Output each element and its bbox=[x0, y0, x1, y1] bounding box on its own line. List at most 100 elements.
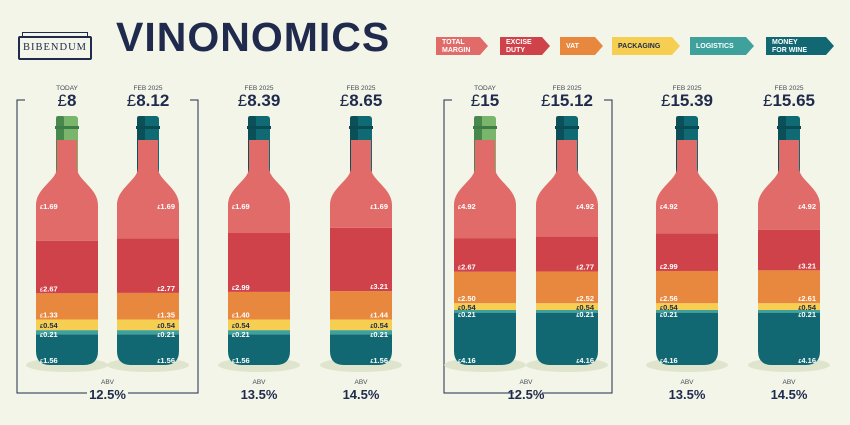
legend-label: TOTAL bbox=[442, 39, 465, 46]
bar-segment-total-margin bbox=[117, 140, 179, 239]
legend-label: LOGISTICS bbox=[696, 42, 734, 50]
bar-segment-money-for-wine bbox=[656, 312, 718, 365]
bottle-period-label: TODAY bbox=[474, 85, 496, 92]
bar-segment-excise-duty bbox=[656, 233, 718, 271]
bar-segment-excise-duty bbox=[758, 229, 820, 271]
data-label: £0.54 bbox=[458, 303, 476, 312]
legend-excise-duty: EXCISE DUTY bbox=[500, 37, 550, 55]
capsule-ring bbox=[247, 126, 271, 129]
bar-segment-excise-duty bbox=[228, 233, 290, 292]
capsule-ring bbox=[136, 126, 160, 129]
bar-segment-excise-duty bbox=[36, 240, 98, 294]
abv-value: 12.5% bbox=[89, 387, 126, 402]
bar-segment-vat bbox=[656, 270, 718, 304]
bottle-period-label: FEB 2025 bbox=[775, 85, 804, 92]
bar-segment-packaging bbox=[656, 303, 718, 310]
wine-bottle: £4.16 £0.21£0.54£2.50 £2.67 £4.92 TODAY£15 bbox=[444, 85, 526, 372]
data-label: £0.21 bbox=[157, 330, 175, 339]
bar-segment-vat bbox=[536, 271, 598, 304]
abv-value: 13.5% bbox=[669, 387, 706, 402]
bar-segment-excise-duty bbox=[117, 238, 179, 293]
bar-segment-logistics bbox=[758, 309, 820, 313]
brand-logo: BIBENDUM bbox=[18, 32, 92, 60]
data-label: £0.21 bbox=[458, 310, 476, 319]
abv-caption: ABV bbox=[101, 379, 115, 386]
wine-bottle: £4.16 £0.21£0.54£2.56 £2.99 £4.92 FEB 2025£1… bbox=[646, 85, 728, 372]
bottle-price: £8.12 bbox=[127, 91, 170, 110]
bottle-price: £15.12 bbox=[541, 91, 593, 110]
bar-segment-excise-duty bbox=[454, 238, 516, 272]
abv-value: 13.5% bbox=[241, 387, 278, 402]
bar-segment-vat bbox=[36, 293, 98, 320]
data-label: £0.54 bbox=[157, 321, 175, 330]
bottle-price: £15.65 bbox=[763, 91, 815, 110]
bottle-price: £15.39 bbox=[661, 91, 713, 110]
data-label: £2.67 bbox=[40, 284, 58, 293]
capsule-ring bbox=[675, 126, 699, 129]
bar-segment-vat bbox=[330, 291, 392, 320]
legend-logistics: LOGISTICS bbox=[690, 37, 754, 55]
bar-segment-money-for-wine bbox=[330, 334, 392, 365]
group-bracket-right bbox=[542, 99, 613, 394]
bar-segment-packaging bbox=[758, 303, 820, 310]
data-label: £0.54 bbox=[576, 303, 594, 312]
bar-segment-total-margin bbox=[454, 140, 516, 239]
capsule-ring bbox=[55, 126, 79, 129]
bar-segment-logistics bbox=[228, 330, 290, 335]
legend-packaging: PACKAGING bbox=[612, 37, 680, 55]
legend-money-for-wine: MONEY FOR WINE bbox=[766, 37, 834, 55]
legend-label: PACKAGING bbox=[618, 42, 661, 50]
wine-bottle: £1.56 £0.21£0.54 £1.44 £3.21 £1.69 FEB 2025£8… bbox=[320, 85, 402, 372]
data-label: £1.35 bbox=[157, 310, 175, 319]
data-label: £0.21 bbox=[660, 310, 678, 319]
bottle-price: £8.39 bbox=[238, 91, 281, 110]
bottle-price: £8.65 bbox=[340, 91, 383, 110]
data-label: £0.21 bbox=[370, 330, 388, 339]
capsule-ring bbox=[349, 126, 373, 129]
data-label: £4.16 bbox=[798, 356, 816, 365]
data-label: £1.56 bbox=[40, 356, 58, 365]
data-label: £2.99 bbox=[232, 283, 250, 292]
data-label: £0.21 bbox=[798, 310, 816, 319]
abv-value: 12.5% bbox=[508, 387, 545, 402]
data-label: £2.56 bbox=[660, 294, 678, 303]
wine-bottle: £4.16 £0.21£0.54£2.52 £2.77 £4.92 FEB 2025£1… bbox=[526, 85, 608, 372]
data-label: £0.54 bbox=[40, 321, 58, 330]
data-label: £0.54 bbox=[370, 321, 388, 330]
bar-segment-total-margin bbox=[758, 140, 820, 230]
data-label: £4.92 bbox=[798, 202, 816, 211]
wine-bottle: £1.56 £0.21£0.54 £1.40 £2.99 £1.69 FEB 2025£8… bbox=[218, 85, 300, 372]
bar-segment-packaging bbox=[454, 303, 516, 310]
bottle-period-label: FEB 2025 bbox=[134, 85, 163, 92]
bar-segment-packaging bbox=[536, 303, 598, 310]
data-label: £3.21 bbox=[798, 261, 816, 270]
data-label: £1.40 bbox=[232, 310, 250, 319]
wine-bottle: £1.56 £0.21£0.54 £1.35 £2.77 £1.69 FEB 2025£8… bbox=[107, 85, 189, 372]
bottle-period-label: FEB 2025 bbox=[245, 85, 274, 92]
data-label: £2.61 bbox=[798, 294, 816, 303]
bar-segment-money-for-wine bbox=[117, 334, 179, 365]
abv-caption: ABV bbox=[519, 379, 533, 386]
data-label: £3.21 bbox=[370, 282, 388, 291]
data-label: £2.99 bbox=[660, 262, 678, 271]
bottle-period-label: TODAY bbox=[56, 85, 78, 92]
bar-segment-packaging bbox=[330, 319, 392, 331]
bar-segment-vat bbox=[758, 270, 820, 304]
bottle-period-label: FEB 2025 bbox=[553, 85, 582, 92]
bar-segment-packaging bbox=[36, 319, 98, 331]
bar-segment-packaging bbox=[117, 319, 179, 331]
bar-segment-total-margin bbox=[656, 140, 718, 234]
bar-segment-packaging bbox=[228, 319, 290, 331]
abv-value: 14.5% bbox=[771, 387, 808, 402]
data-label: £1.69 bbox=[232, 202, 250, 211]
bar-segment-total-margin bbox=[228, 140, 290, 234]
abv-caption: ABV bbox=[782, 379, 796, 386]
legend-label: EXCISE bbox=[506, 39, 532, 46]
bottle-period-label: FEB 2025 bbox=[673, 85, 702, 92]
bar-segment-total-margin bbox=[536, 140, 598, 237]
bar-segment-logistics bbox=[656, 309, 718, 313]
data-label: £4.16 bbox=[458, 356, 476, 365]
data-label: £1.69 bbox=[40, 202, 58, 211]
data-label: £2.52 bbox=[576, 294, 594, 303]
legend-label: DUTY bbox=[506, 46, 526, 54]
